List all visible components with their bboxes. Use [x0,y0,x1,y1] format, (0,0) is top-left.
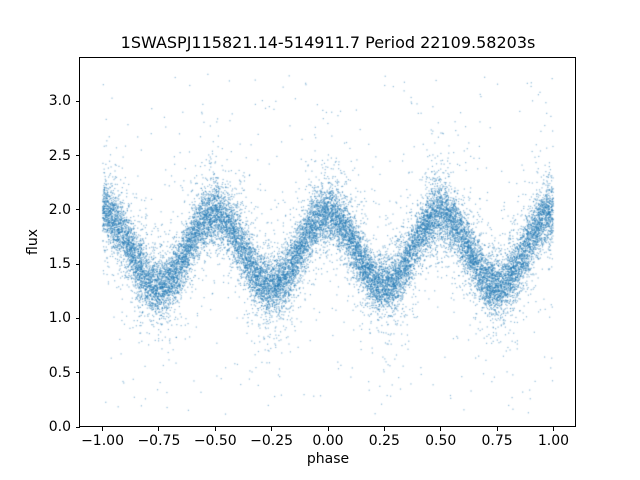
y-tick-mark [76,372,80,374]
y-tick-mark [76,209,80,211]
x-tick-mark [271,427,273,431]
x-tick-mark [496,427,498,431]
y-tick-mark [76,263,80,265]
y-tick-label: 3.0 [48,93,71,110]
x-tick-label: 0.25 [368,433,400,449]
x-tick-mark [327,427,329,431]
y-tick-label: 1.0 [48,310,71,327]
x-tick-label: 0.50 [425,433,457,449]
y-axis-label: flux [25,229,41,255]
y-tick-label: 1.5 [48,256,71,273]
y-tick-label: 0.0 [48,419,71,435]
x-tick-label: 0.75 [481,433,513,449]
y-tick-mark [76,155,80,157]
x-tick-label: 1.00 [537,433,570,449]
y-tick-label: 0.5 [48,364,71,381]
x-tick-mark [214,427,216,431]
x-tick-label: −0.25 [250,433,294,449]
y-tick-mark [76,426,80,428]
x-tick-mark [383,427,385,431]
chart-title: 1SWASPJ115821.14-514911.7 Period 22109.5… [120,33,536,52]
scatter-canvas [80,58,576,427]
y-tick-mark [76,317,80,319]
x-tick-mark [440,427,442,431]
y-tick-label: 2.0 [48,201,71,218]
x-tick-label: −0.50 [193,433,237,449]
x-tick-label: −1.00 [81,433,124,449]
x-tick-label: 0.00 [312,433,344,449]
x-axis-label: phase [306,451,350,467]
x-tick-label: −0.75 [137,433,181,449]
y-tick-mark [76,100,80,102]
x-tick-mark [158,427,160,431]
x-tick-mark [102,427,104,431]
x-tick-mark [552,427,554,431]
y-tick-label: 2.5 [48,147,71,164]
